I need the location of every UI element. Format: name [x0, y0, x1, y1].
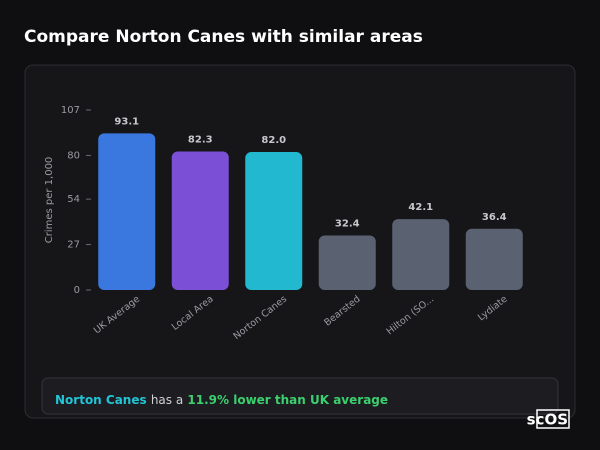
insight-highlight: 11.9% lower than UK average — [187, 393, 388, 407]
value-label: 32.4 — [335, 218, 360, 229]
insight-box — [41, 377, 559, 415]
value-label: 82.0 — [261, 135, 286, 146]
y-tick-label: 54 — [67, 194, 80, 205]
insight-area: Norton Canes — [55, 393, 147, 407]
insight-connector: has a — [151, 393, 183, 407]
bar — [318, 235, 376, 290]
page-title: Compare Norton Canes with similar areas — [24, 27, 423, 47]
bar — [98, 133, 156, 290]
y-tick-label: 80 — [67, 150, 80, 161]
y-axis-label: Crimes per 1,000 — [44, 157, 55, 244]
bar — [171, 151, 229, 290]
value-label: 42.1 — [408, 202, 433, 213]
bar — [465, 228, 523, 290]
value-label: 36.4 — [482, 212, 507, 223]
bar — [245, 152, 303, 290]
value-label: 93.1 — [114, 116, 139, 127]
logo: scOS — [527, 411, 568, 429]
insight-text: Norton Canes has a 11.9% lower than UK a… — [55, 393, 388, 407]
y-tick-label: 107 — [61, 105, 80, 116]
value-label: 82.3 — [188, 135, 213, 146]
bar — [392, 219, 450, 290]
logo-box — [536, 409, 570, 429]
y-tick-label: 27 — [67, 240, 80, 251]
y-tick-label: 0 — [74, 285, 80, 296]
